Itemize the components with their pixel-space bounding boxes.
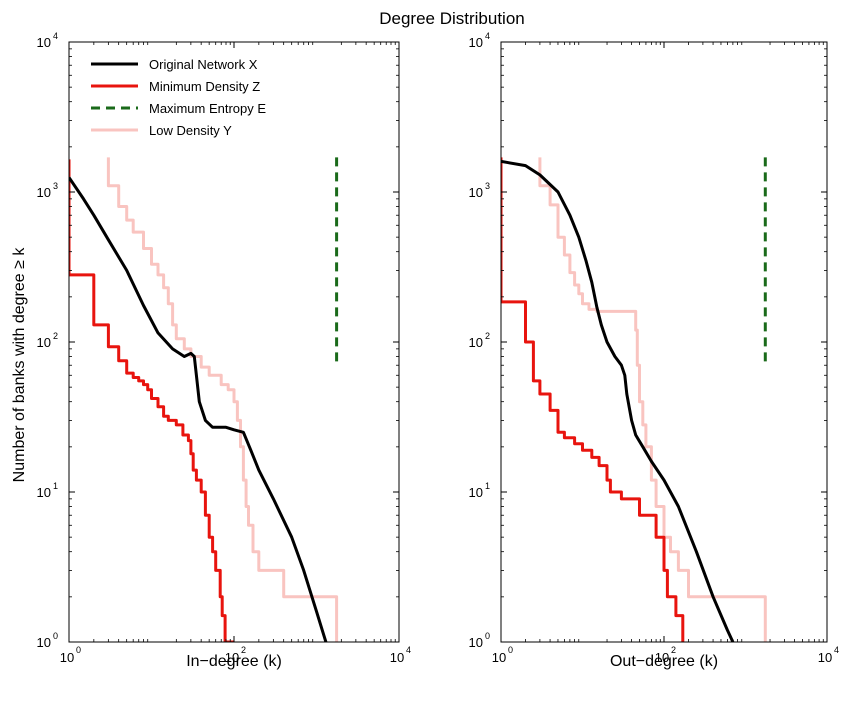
y-tick-exponent: 4 xyxy=(53,31,58,41)
x-tick-label: 10 xyxy=(818,650,832,665)
right-series-low-density-y xyxy=(538,157,767,642)
left-series-layer xyxy=(69,157,339,642)
legend-label: Original Network X xyxy=(149,57,258,72)
y-tick-label: 10 xyxy=(469,485,483,500)
left-series-low-density-y xyxy=(106,157,339,642)
y-tick-exponent: 4 xyxy=(485,31,490,41)
x-tick-label: 10 xyxy=(390,650,404,665)
right-ticks-layer: 10 010 110 210 310 410 0 10 2 10 4 xyxy=(469,31,839,665)
y-tick-exponent: 3 xyxy=(485,181,490,191)
y-axis-label: Number of banks with degree ≥ k xyxy=(11,247,28,483)
figure-title: Degree Distribution xyxy=(379,9,525,28)
y-tick-exponent: 1 xyxy=(53,481,58,491)
x-tick-exponent: 4 xyxy=(406,645,411,655)
y-tick-exponent: 2 xyxy=(485,331,490,341)
x-tick-label: 10 xyxy=(225,650,239,665)
y-tick-exponent: 1 xyxy=(485,481,490,491)
y-tick-exponent: 3 xyxy=(53,181,58,191)
left-series-minimum-density-z xyxy=(69,159,234,642)
x-tick-exponent: 0 xyxy=(508,645,513,655)
legend: Original Network X Minimum Density Z Maxim… xyxy=(91,57,266,138)
y-tick-label: 10 xyxy=(37,35,51,50)
y-tick-label: 10 xyxy=(37,635,51,650)
right-x-axis-label: Out−degree (k) xyxy=(610,653,718,670)
y-tick-exponent: 0 xyxy=(485,631,490,641)
x-tick-label: 10 xyxy=(655,650,669,665)
y-tick-exponent: 2 xyxy=(53,331,58,341)
y-tick-label: 10 xyxy=(469,35,483,50)
x-tick-exponent: 0 xyxy=(76,645,81,655)
x-tick-label: 10 xyxy=(60,650,74,665)
y-tick-label: 10 xyxy=(469,335,483,350)
left-ticks-layer: 10 010 110 210 310 410 0 10 2 10 4 xyxy=(37,31,411,665)
legend-label: Maximum Entropy E xyxy=(149,101,266,116)
x-tick-exponent: 2 xyxy=(241,645,246,655)
y-tick-exponent: 0 xyxy=(53,631,58,641)
y-tick-label: 10 xyxy=(37,335,51,350)
left-x-axis-label: In−degree (k) xyxy=(186,653,282,670)
left-axes-box xyxy=(68,41,400,643)
right-series-layer xyxy=(501,157,767,642)
left-panel: 10 010 110 210 310 410 0 10 2 10 4 In−degree (k) O… xyxy=(37,31,411,670)
legend-label: Low Density Y xyxy=(149,123,232,138)
x-tick-exponent: 2 xyxy=(671,645,676,655)
x-tick-exponent: 4 xyxy=(834,645,839,655)
right-series-original-network-x xyxy=(501,159,735,642)
y-tick-label: 10 xyxy=(37,485,51,500)
right-series-minimum-density-z xyxy=(501,157,685,642)
y-tick-label: 10 xyxy=(469,635,483,650)
y-tick-label: 10 xyxy=(469,185,483,200)
x-tick-label: 10 xyxy=(492,650,506,665)
legend-label: Minimum Density Z xyxy=(149,79,260,94)
y-tick-label: 10 xyxy=(37,185,51,200)
right-panel: 10 010 110 210 310 410 0 10 2 10 4 Out−degree (k) xyxy=(469,31,839,670)
left-series-original-network-x xyxy=(69,176,328,642)
